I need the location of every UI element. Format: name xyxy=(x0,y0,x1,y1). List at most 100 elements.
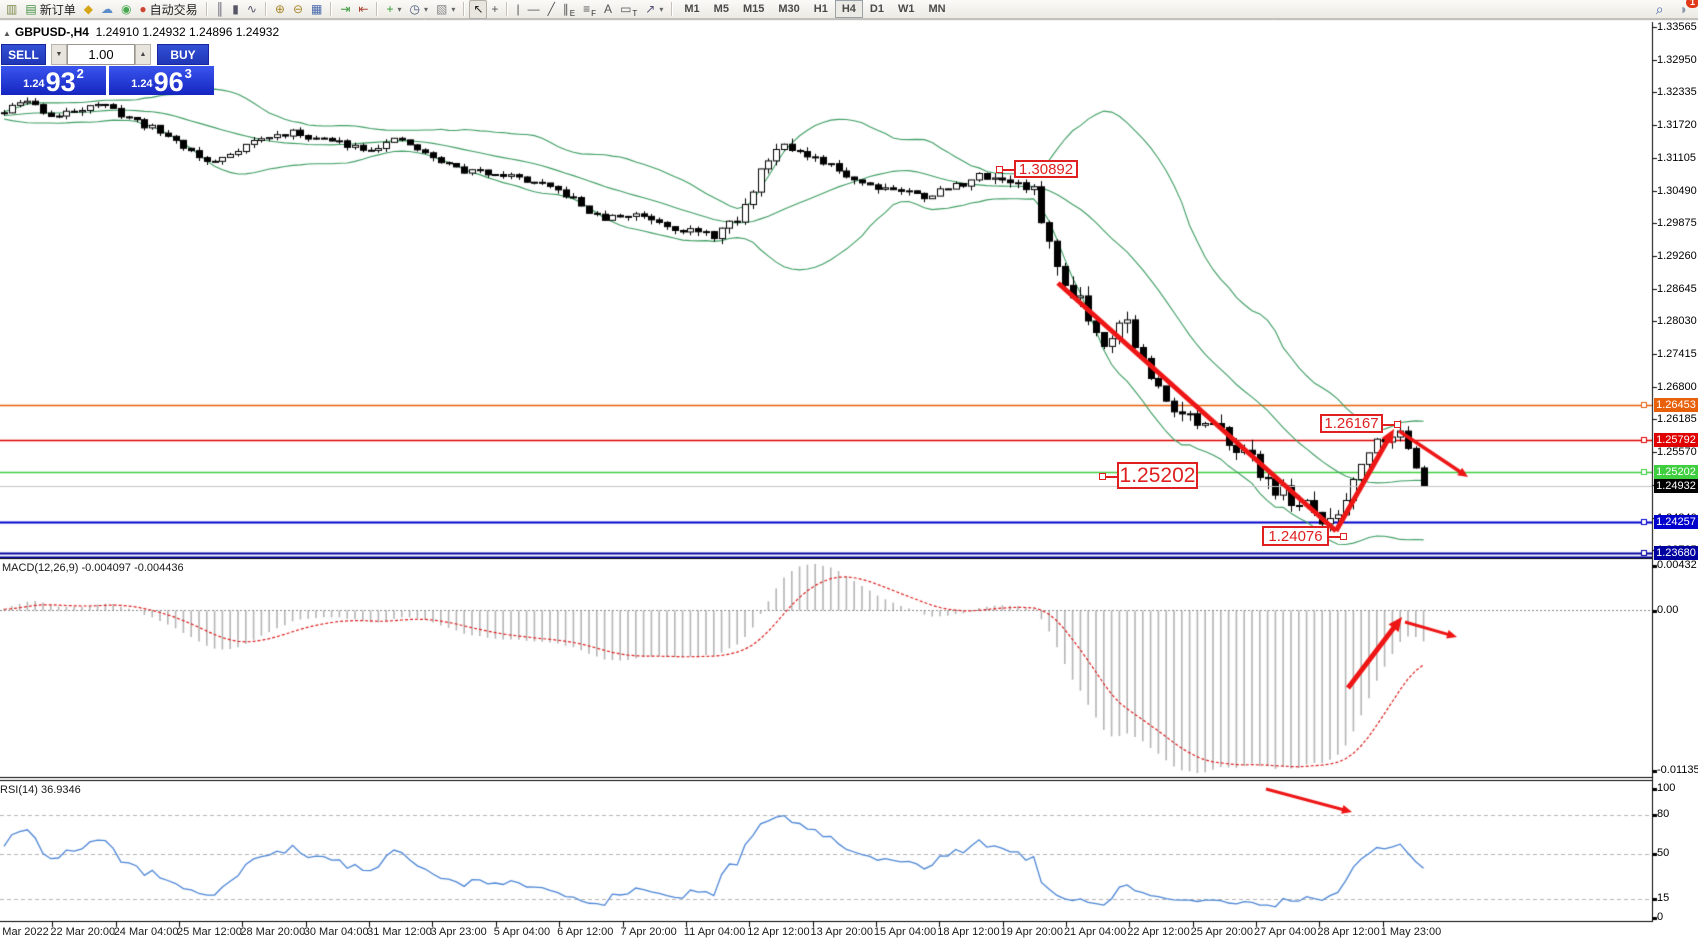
macd-axis-label: -0.01135 xyxy=(1657,764,1698,776)
toolbar-separator xyxy=(506,2,509,16)
date-axis-label: 25 Apr 20:00 xyxy=(1190,926,1254,938)
indicators-dropdown-icon[interactable]: ▾ xyxy=(397,4,402,14)
price-level-badge: 1.24257 xyxy=(1654,514,1698,529)
candlestick-chart-button[interactable]: ▮ xyxy=(228,0,243,19)
signals-button[interactable]: ◉ xyxy=(117,0,135,19)
timeframe-button-m30[interactable]: M30 xyxy=(778,3,800,15)
timeframe-button-m1[interactable]: M1 xyxy=(684,3,700,15)
sell-button[interactable]: SELL xyxy=(1,44,46,65)
trendline-button[interactable]: ╱ xyxy=(544,0,559,19)
templates-button[interactable]: ▧ ▾ xyxy=(432,0,459,19)
search-button[interactable]: ⌕ xyxy=(1652,0,1668,19)
price-callout[interactable]: 1.24076 xyxy=(1262,526,1347,546)
collapse-arrow-icon[interactable]: ▲ xyxy=(3,29,11,38)
equidistant-channel-icon: ∥ xyxy=(562,2,569,16)
crosshair-button[interactable]: + xyxy=(487,0,502,19)
one-click-trading-panel: SELL ▼ ▲ BUY 1.24 93 2 1.24 96 3 xyxy=(1,44,214,96)
price-axis-tick-label: 1.29875 xyxy=(1657,217,1697,230)
zoom-out-button[interactable]: ⊖ xyxy=(289,0,307,19)
sell-price-box[interactable]: 1.24 93 2 xyxy=(1,66,106,96)
timeframe-button-m15[interactable]: M15 xyxy=(742,3,765,15)
bar-chart-icon: ║ xyxy=(215,2,225,16)
arrows-button[interactable]: ↗ ▾ xyxy=(641,0,667,19)
price-level-badge: 1.25202 xyxy=(1654,464,1698,479)
date-axis-label: 24 Mar 04:00 xyxy=(113,926,179,938)
history-center-button[interactable]: ◆ xyxy=(80,0,97,19)
date-axis-label: 7 Apr 20:00 xyxy=(620,926,677,938)
notification-badge: 1 xyxy=(1685,0,1698,8)
market-watch-button[interactable]: ▥ xyxy=(2,0,21,19)
buy-price-sup: 3 xyxy=(184,66,192,81)
chart-symbol-title: GBPUSD-,H4 xyxy=(14,25,89,39)
community-button[interactable]: ◗ 1 xyxy=(1676,0,1698,19)
price-axis-tick-label: 1.25570 xyxy=(1657,446,1697,459)
callout-anchor-line xyxy=(1106,475,1117,478)
price-callout[interactable]: 1.30892 xyxy=(996,160,1078,178)
buy-button[interactable]: BUY xyxy=(157,44,209,65)
main-toolbar: ▥ ▤ 新订单 ◆ ☁ ◉ ● 自动交易 ║ ▮ ∿ ⊕ ⊖ ▦ ⇥ ⇤ + ▾ ◷ ▾ ▧ ▾ ↖ + | — ╱ ∥ E ≡ F A ▭ T ↗… xyxy=(0,0,1698,19)
periods-icon: ◷ xyxy=(409,2,420,16)
timeframe-button-h4[interactable]: H4 xyxy=(834,0,863,18)
date-axis-label: 15 Apr 04:00 xyxy=(873,926,937,938)
autotrading-button[interactable]: ● 自动交易 xyxy=(135,0,201,19)
date-axis-label: 22 Mar 20:00 xyxy=(50,926,116,938)
new-order-button[interactable]: ▤ 新订单 xyxy=(21,0,79,19)
arrows-icon: ↗ xyxy=(645,2,656,16)
bar-chart-button[interactable]: ║ xyxy=(212,0,229,19)
equidistant-channel-button[interactable]: ∥ E xyxy=(559,0,579,19)
callout-anchor-handle xyxy=(1394,420,1401,428)
rsi-axis-label: 0 xyxy=(1657,911,1664,923)
text-button[interactable]: A xyxy=(600,0,616,19)
timeframe-button-w1[interactable]: W1 xyxy=(897,3,915,15)
tile-windows-icon: ▦ xyxy=(311,2,323,16)
market-cloud-button[interactable]: ☁ xyxy=(97,0,117,19)
arrows-dropdown-icon[interactable]: ▾ xyxy=(659,4,664,14)
volume-up-button[interactable]: ▲ xyxy=(135,44,151,65)
date-axis-label: 30 Mar 04:00 xyxy=(303,926,369,938)
timeframe-button-mn[interactable]: MN xyxy=(928,3,946,15)
timeframe-button-d1[interactable]: D1 xyxy=(869,3,884,15)
search-icon: ⌕ xyxy=(1655,1,1664,17)
date-axis-label: 27 Apr 04:00 xyxy=(1254,926,1317,938)
price-axis-tick-label: 1.31105 xyxy=(1657,151,1696,164)
auto-scroll-icon: ⇥ xyxy=(340,2,351,16)
callout-anchor-handle xyxy=(1099,472,1106,480)
chart-title-bar: ▲ GBPUSD-,H4 1.24910 1.24932 1.24896 1.24… xyxy=(3,25,279,39)
date-axis-label: 5 Apr 04:00 xyxy=(493,926,551,938)
date-axis-label: 21 Mar 2022 xyxy=(0,926,49,938)
price-axis-tick-label: 1.30490 xyxy=(1657,184,1697,197)
one-click-header-row: SELL ▼ ▲ BUY xyxy=(1,44,214,65)
timeframe-button-h1[interactable]: H1 xyxy=(813,3,828,15)
text-label-button[interactable]: ▭ T xyxy=(616,0,641,19)
line-chart-button[interactable]: ∿ xyxy=(243,0,261,19)
price-axis-tick-label: 1.32950 xyxy=(1657,53,1697,66)
macd-axis-label: 0.00 xyxy=(1657,603,1679,616)
price-callout[interactable]: 1.26167 xyxy=(1320,414,1401,433)
text-label-icon-sub: T xyxy=(632,8,638,18)
buy-price-box[interactable]: 1.24 96 3 xyxy=(109,66,214,96)
cursor-button[interactable]: ↖ xyxy=(469,0,488,19)
zoom-in-button[interactable]: ⊕ xyxy=(271,0,289,19)
date-axis-label: 28 Mar 20:00 xyxy=(240,926,306,938)
periods-button[interactable]: ◷ ▾ xyxy=(406,0,433,19)
tile-windows-button[interactable]: ▦ xyxy=(307,0,326,19)
chart-shift-button[interactable]: ⇤ xyxy=(354,0,372,19)
fibonacci-button[interactable]: ≡ F xyxy=(579,0,600,19)
price-axis-tick-label: 1.27415 xyxy=(1657,348,1697,360)
timeframe-button-m5[interactable]: M5 xyxy=(713,3,729,15)
volume-input[interactable] xyxy=(67,44,135,65)
auto-scroll-button[interactable]: ⇥ xyxy=(336,0,354,19)
callout-anchor-line xyxy=(1383,423,1394,426)
date-axis-label: 21 Apr 04:00 xyxy=(1063,926,1127,938)
vertical-line-button[interactable]: | xyxy=(512,0,523,19)
volume-down-button[interactable]: ▼ xyxy=(51,44,67,65)
toolbar-separator xyxy=(264,2,267,16)
indicators-button[interactable]: + ▾ xyxy=(382,0,405,19)
horizontal-line-button[interactable]: — xyxy=(524,0,544,19)
templates-dropdown-icon[interactable]: ▾ xyxy=(451,4,456,14)
periods-dropdown-icon[interactable]: ▾ xyxy=(423,4,428,14)
price-callout[interactable]: 1.25202 xyxy=(1099,462,1198,489)
date-axis-label: 31 Mar 12:00 xyxy=(367,926,432,938)
